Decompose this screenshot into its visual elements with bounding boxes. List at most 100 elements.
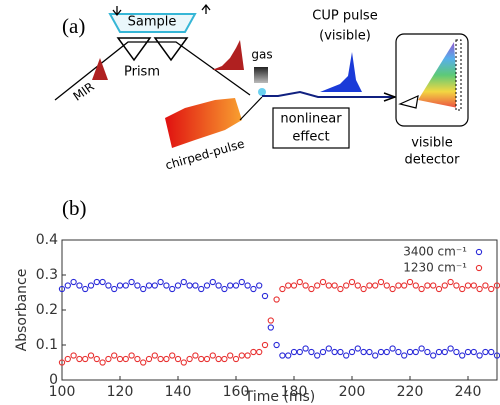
point — [412, 348, 419, 356]
pulse — [212, 40, 244, 70]
point — [476, 285, 483, 293]
y-tick-label: 0.2 — [36, 302, 58, 318]
point — [203, 282, 211, 289]
point — [488, 348, 495, 356]
point — [70, 352, 77, 359]
point — [319, 278, 327, 286]
point — [279, 285, 286, 293]
point — [459, 285, 466, 293]
point — [122, 282, 129, 289]
point — [337, 285, 344, 293]
point — [470, 282, 477, 289]
point — [227, 352, 234, 359]
point — [395, 282, 402, 289]
point — [58, 285, 66, 293]
point — [105, 355, 112, 363]
point — [360, 348, 367, 356]
point — [453, 282, 460, 289]
point — [348, 348, 356, 356]
arrowhead — [383, 92, 398, 102]
point — [337, 348, 344, 356]
point — [389, 285, 396, 293]
chirped-pulse — [165, 98, 242, 148]
point — [424, 282, 431, 289]
gas-label: gas — [251, 48, 272, 62]
sensor — [455, 39, 462, 111]
point — [163, 282, 170, 289]
beam — [239, 96, 263, 121]
point — [58, 359, 66, 366]
point — [453, 348, 460, 356]
x-tick-label: 120 — [107, 384, 134, 400]
point — [383, 282, 390, 289]
point — [70, 278, 77, 286]
point — [273, 341, 280, 349]
point — [308, 348, 315, 356]
legend-marker — [475, 248, 483, 256]
point — [441, 282, 448, 289]
point — [186, 282, 193, 289]
point — [314, 352, 321, 359]
point — [366, 282, 373, 289]
point — [372, 352, 379, 359]
point — [418, 345, 425, 352]
sample-label: Sample — [128, 15, 177, 30]
point — [169, 352, 176, 359]
point — [64, 355, 71, 363]
y-axis-label: Absorbance — [14, 269, 30, 352]
point — [134, 282, 141, 289]
point — [151, 352, 158, 359]
x-tick-label: 180 — [281, 384, 308, 400]
point — [401, 352, 408, 359]
mir-label: MIR — [71, 79, 97, 103]
point — [406, 348, 414, 356]
point — [198, 285, 205, 293]
point — [128, 278, 135, 286]
point — [209, 278, 216, 286]
point — [331, 348, 338, 356]
point — [488, 285, 495, 293]
point — [325, 282, 332, 289]
point — [244, 282, 251, 289]
point — [105, 282, 112, 289]
point — [111, 352, 118, 359]
point — [140, 359, 147, 366]
x-tick-label: 220 — [397, 384, 424, 400]
point — [169, 285, 176, 293]
point — [261, 341, 269, 349]
point — [290, 282, 298, 289]
point — [267, 324, 274, 331]
point — [360, 285, 367, 293]
nonlinear-box — [272, 107, 350, 149]
point — [174, 282, 182, 289]
point — [256, 282, 263, 289]
point — [232, 355, 240, 363]
point — [244, 352, 251, 359]
point — [401, 282, 408, 289]
point — [406, 278, 414, 286]
point — [261, 292, 269, 300]
point — [412, 282, 419, 289]
sample-holder — [108, 13, 197, 33]
point — [163, 355, 170, 363]
point — [430, 282, 437, 289]
detector-label: detector — [405, 153, 461, 168]
nonlinear-label: effect — [292, 130, 329, 145]
spectrum — [418, 42, 458, 108]
point — [221, 355, 228, 363]
point — [192, 352, 199, 359]
point — [441, 348, 448, 356]
prism — [153, 37, 189, 62]
focus — [258, 88, 266, 96]
point — [64, 282, 71, 289]
point — [99, 359, 106, 366]
beam — [54, 41, 251, 101]
point — [377, 278, 385, 286]
chart: (b) Time (ms) Absorbance 0 0.1 0.2 0.3 0.4 10… — [14, 196, 500, 405]
cup-label: CUP pulse — [312, 9, 377, 24]
point — [145, 355, 153, 363]
prism-label: Prism — [124, 65, 160, 80]
point — [343, 282, 350, 289]
x-tick-label: 160 — [223, 384, 250, 400]
